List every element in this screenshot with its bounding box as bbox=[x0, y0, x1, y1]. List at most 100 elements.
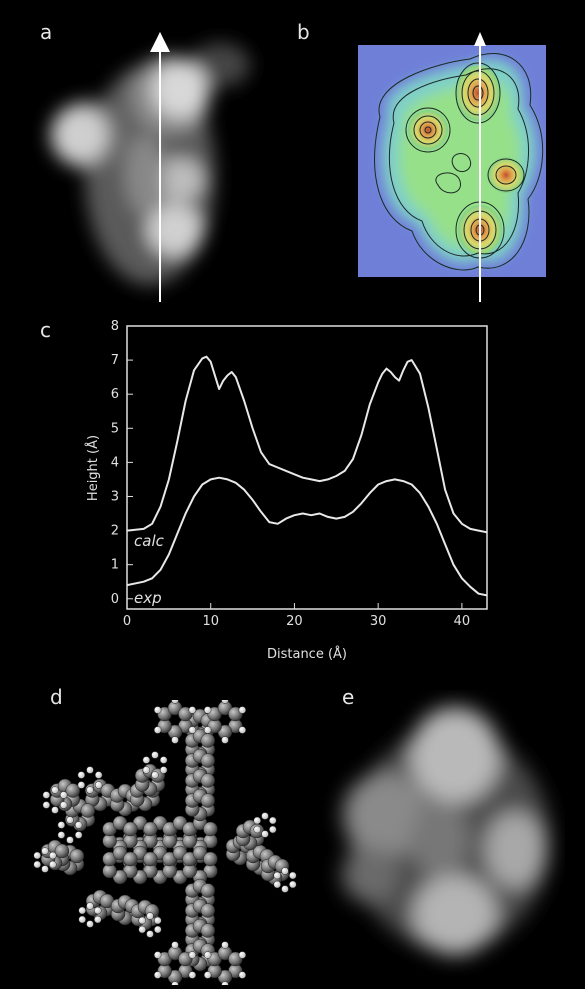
hydrogen-atom bbox=[221, 700, 229, 704]
hydrogen-atom bbox=[59, 801, 68, 809]
hydrogen-atom bbox=[94, 781, 103, 789]
hydrogen-atom bbox=[51, 806, 59, 814]
hydrogen-atom bbox=[59, 791, 68, 799]
carbon-atom bbox=[203, 851, 218, 867]
y-tick-label: 7 bbox=[111, 353, 119, 368]
carbon-atom bbox=[143, 851, 158, 867]
series-line-calc bbox=[126, 355, 488, 534]
hydrogen-atom bbox=[151, 751, 159, 759]
panel-d-molecular-model bbox=[33, 700, 297, 985]
carbon-atom bbox=[200, 753, 216, 768]
hydrogen-atom bbox=[146, 930, 154, 938]
carbon-atom bbox=[123, 851, 138, 867]
panel-b-contour-image bbox=[358, 45, 546, 277]
hydrogen-atom bbox=[188, 951, 197, 959]
hydrogen-atom bbox=[66, 816, 74, 824]
hydrogen-atom bbox=[86, 766, 94, 774]
hydrogen-atom bbox=[281, 885, 289, 893]
x-axis-label: Distance (Å) bbox=[267, 646, 347, 662]
annotation-exp: exp bbox=[134, 589, 162, 607]
x-tick-label: 30 bbox=[370, 614, 387, 629]
hydrogen-atom bbox=[238, 951, 247, 959]
hydrogen-atom bbox=[289, 871, 297, 880]
carbon-atom bbox=[200, 733, 216, 748]
hydrogen-atom bbox=[42, 791, 51, 799]
hydrogen-atom bbox=[188, 726, 197, 734]
hydrogen-atom bbox=[74, 831, 83, 839]
hydrogen-atom bbox=[33, 851, 41, 860]
hydrogen-atom bbox=[188, 706, 197, 714]
hydrogen-atom bbox=[138, 916, 146, 925]
hydrogen-atom bbox=[77, 781, 86, 789]
panel-a-profile-arrow bbox=[150, 32, 170, 302]
y-tick-label: 1 bbox=[111, 558, 119, 573]
hydrogen-atom bbox=[138, 925, 146, 934]
y-tick-label: 4 bbox=[111, 455, 119, 470]
hydrogen-atom bbox=[269, 816, 277, 825]
hydrogen-atom bbox=[33, 860, 41, 869]
panel-a-stm-image bbox=[50, 43, 250, 285]
y-tick-label: 8 bbox=[111, 319, 119, 334]
panel-label-b: b bbox=[297, 20, 310, 44]
hydrogen-atom bbox=[153, 951, 162, 959]
y-tick-label: 3 bbox=[111, 489, 119, 504]
hydrogen-atom bbox=[57, 831, 66, 839]
carbon-atom bbox=[200, 793, 216, 808]
hydrogen-atom bbox=[203, 726, 212, 734]
hydrogen-atom bbox=[153, 971, 162, 979]
hydrogen-atom bbox=[171, 700, 179, 704]
carbon-atom bbox=[200, 773, 216, 788]
hydrogen-atom bbox=[261, 830, 269, 838]
hydrogen-atom bbox=[188, 971, 197, 979]
hydrogen-atom bbox=[253, 816, 261, 825]
hydrogen-atom bbox=[273, 880, 281, 889]
hydrogen-atom bbox=[74, 821, 83, 829]
hydrogen-atom bbox=[49, 851, 57, 860]
y-tick-label: 6 bbox=[111, 387, 119, 402]
panel-label-e: e bbox=[342, 685, 355, 709]
hydrogen-atom bbox=[171, 736, 179, 744]
hydrogen-atom bbox=[42, 801, 51, 809]
panel-b-profile-arrow bbox=[474, 32, 486, 302]
carbon-atom bbox=[200, 883, 216, 898]
hydrogen-atom bbox=[238, 706, 247, 714]
annotation-calc: calc bbox=[134, 532, 165, 550]
hydrogen-atom bbox=[153, 706, 162, 714]
hydrogen-atom bbox=[78, 915, 86, 924]
carbon-atom bbox=[200, 923, 216, 938]
hydrogen-atom bbox=[281, 867, 289, 875]
hydrogen-atom bbox=[94, 906, 102, 915]
panel-e-simulated-image bbox=[342, 707, 550, 955]
hydrogen-atom bbox=[289, 880, 297, 889]
hydrogen-atom bbox=[57, 821, 66, 829]
panel-label-d: d bbox=[50, 685, 63, 709]
hydrogen-atom bbox=[153, 726, 162, 734]
x-tick-label: 20 bbox=[286, 614, 303, 629]
y-tick-label: 0 bbox=[111, 592, 119, 607]
carbon-atom bbox=[200, 903, 216, 918]
hydrogen-atom bbox=[86, 902, 94, 910]
y-tick-label: 5 bbox=[111, 421, 119, 436]
hydrogen-atom bbox=[41, 865, 49, 873]
hydrogen-atom bbox=[51, 786, 59, 794]
height-profile-chart: 0 10 20 30 40 0 1 2 3 4 5 6 7 8 Distance (Å) Height (… bbox=[85, 319, 488, 662]
hydrogen-atom bbox=[154, 916, 162, 925]
hydrogen-atom bbox=[273, 871, 281, 880]
hydrogen-atom bbox=[77, 771, 86, 779]
hydrogen-atom bbox=[221, 941, 229, 949]
hydrogen-atom bbox=[238, 971, 247, 979]
plot-frame bbox=[126, 325, 488, 610]
hydrogen-atom bbox=[94, 771, 103, 779]
hydrogen-atom bbox=[221, 981, 229, 985]
hydrogen-atom bbox=[154, 925, 162, 934]
panel-label-a: a bbox=[40, 20, 53, 44]
hydrogen-atom bbox=[159, 766, 168, 774]
hydrogen-atom bbox=[142, 756, 151, 764]
x-tick-label: 40 bbox=[454, 614, 471, 629]
hydrogen-atom bbox=[238, 726, 247, 734]
hydrogen-atom bbox=[78, 906, 86, 915]
y-axis-label: Height (Å) bbox=[85, 435, 101, 501]
hydrogen-atom bbox=[269, 825, 277, 834]
hydrogen-atom bbox=[203, 971, 212, 979]
